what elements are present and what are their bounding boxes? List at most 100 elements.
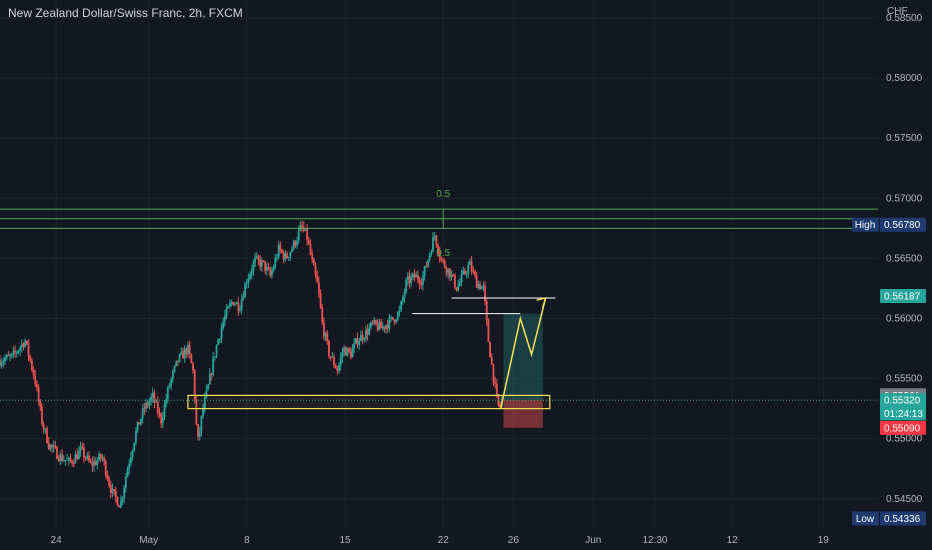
fib-label: 0.5 xyxy=(436,189,450,200)
candle-down xyxy=(301,225,304,228)
candle-down xyxy=(99,454,102,459)
candle-up xyxy=(297,230,300,241)
candle-down xyxy=(103,457,105,462)
candle-up xyxy=(161,417,164,424)
candle-up xyxy=(358,340,361,345)
candle-down xyxy=(349,351,352,358)
candle-down xyxy=(146,402,149,406)
candle-up xyxy=(135,430,137,443)
candle-up xyxy=(126,468,129,478)
candle-down xyxy=(366,329,369,335)
candle-down xyxy=(484,285,486,302)
position-stop-zone xyxy=(503,400,543,428)
candle-down xyxy=(376,324,379,330)
candle-up xyxy=(213,356,216,358)
candle-up xyxy=(5,354,8,359)
x-tick-label: 12 xyxy=(727,535,739,546)
candle-up xyxy=(111,488,114,494)
candle-down xyxy=(57,458,60,461)
candle-up xyxy=(180,351,183,355)
candle-up xyxy=(240,299,243,310)
candle-down xyxy=(452,274,455,276)
candle-up xyxy=(230,301,233,304)
y-tick-label: 0.56500 xyxy=(886,253,923,264)
price-tag-value: 0.54336 xyxy=(884,514,921,525)
price-tag-label: High xyxy=(855,220,876,231)
candle-up xyxy=(351,348,354,358)
candle-down xyxy=(323,322,325,337)
candle-down xyxy=(37,387,40,402)
candle-up xyxy=(462,270,465,275)
projection-arrow-head xyxy=(536,297,547,309)
candle-up xyxy=(198,431,201,437)
candle-down xyxy=(336,368,339,371)
candle-up xyxy=(229,303,231,307)
candle-down xyxy=(494,382,497,384)
candle-up xyxy=(482,285,485,287)
x-tick-label: 8 xyxy=(244,535,250,546)
candle-down xyxy=(114,490,117,498)
candle-down xyxy=(435,235,438,246)
candle-up xyxy=(130,457,132,464)
candle-up xyxy=(460,274,463,283)
candle-up xyxy=(265,266,268,271)
candle-down xyxy=(264,261,267,271)
candle-up xyxy=(304,228,307,231)
candle-up xyxy=(272,267,275,272)
price-tag-value: 01:24:13 xyxy=(884,409,923,420)
candle-up xyxy=(331,357,334,359)
candle-up xyxy=(234,304,236,306)
candle-down xyxy=(25,340,28,344)
currency-label: CHF xyxy=(887,6,908,17)
candle-down xyxy=(348,348,351,352)
candle-up xyxy=(24,340,27,347)
candle-down xyxy=(391,317,394,320)
candle-up xyxy=(203,397,206,409)
candle-up xyxy=(49,444,52,449)
candle-up xyxy=(212,357,215,375)
candle-up xyxy=(422,275,424,285)
candle-up xyxy=(220,328,223,339)
candle-up xyxy=(247,278,250,284)
candle-down xyxy=(413,273,416,278)
candle-up xyxy=(477,283,480,288)
x-tick-label: 12:30 xyxy=(642,535,667,546)
price-tag-bg xyxy=(880,393,926,408)
candle-up xyxy=(405,279,408,292)
candle-up xyxy=(224,315,226,322)
y-tick-label: 0.57500 xyxy=(886,133,923,144)
price-tag-label: Low xyxy=(856,514,875,525)
candle-down xyxy=(408,276,411,284)
candle-up xyxy=(124,477,127,488)
candle-up xyxy=(52,445,55,448)
y-tick-label: 0.56000 xyxy=(886,313,923,324)
candle-up xyxy=(292,241,295,249)
candle-up xyxy=(217,339,220,346)
candle-down xyxy=(326,333,329,342)
candle-down xyxy=(485,301,488,321)
candle-up xyxy=(150,397,152,402)
candle-up xyxy=(378,321,381,330)
candle-down xyxy=(344,347,347,356)
candle-up xyxy=(9,355,11,357)
candle-down xyxy=(29,355,32,361)
candle-down xyxy=(14,350,17,353)
candle-up xyxy=(242,297,245,300)
candle-down xyxy=(34,375,37,385)
candle-up xyxy=(411,273,414,277)
candle-down xyxy=(311,254,314,260)
candle-up xyxy=(427,260,429,267)
candle-down xyxy=(386,325,389,329)
candle-down xyxy=(269,269,272,276)
candle-up xyxy=(208,374,211,385)
candle-down xyxy=(319,292,322,308)
candle-down xyxy=(210,374,213,376)
candle-up xyxy=(131,450,134,458)
candle-down xyxy=(84,457,87,459)
candle-up xyxy=(218,338,221,340)
candle-up xyxy=(205,389,208,398)
candle-up xyxy=(239,309,241,311)
candle-up xyxy=(447,268,450,274)
candle-up xyxy=(207,384,210,390)
